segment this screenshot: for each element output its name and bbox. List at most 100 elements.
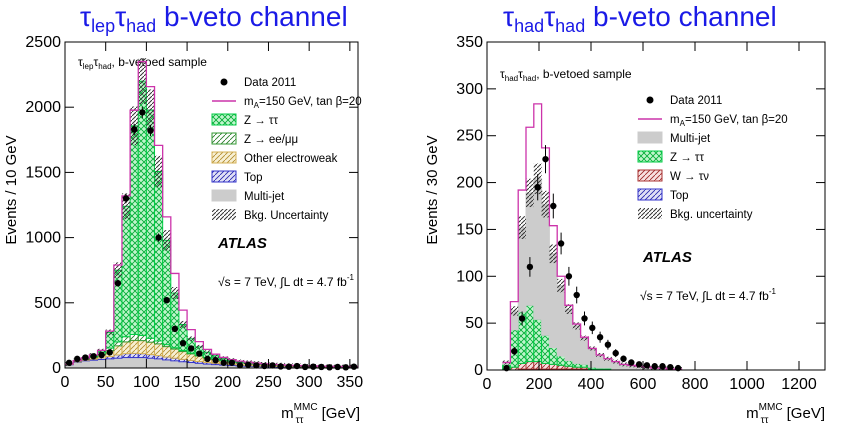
bar — [114, 346, 122, 355]
bar — [549, 254, 557, 348]
y-tick-label: 2000 — [25, 99, 61, 116]
bar — [155, 344, 163, 356]
data-point — [302, 364, 308, 370]
bar — [114, 342, 122, 346]
chart-right: τhadτhad b-veto channel Events / 30 GeV … — [425, 0, 850, 433]
data-point — [558, 240, 564, 246]
x-tick-label: 350 — [337, 374, 364, 391]
legend-label: Multi-jet — [244, 191, 285, 203]
bar — [138, 341, 146, 354]
bar — [138, 81, 146, 335]
bar — [163, 360, 171, 368]
y-tick-label: 2500 — [25, 34, 61, 51]
plot-area — [503, 104, 682, 371]
legend-swatch — [212, 133, 236, 144]
data-point — [628, 359, 634, 365]
chart-right-svg: τhadτhad b-veto channel Events / 30 GeV … — [425, 0, 850, 433]
uncertainty-band — [187, 336, 195, 341]
bar — [81, 361, 89, 368]
legend-label: Bkg. Uncertainty — [244, 210, 329, 222]
data-point — [535, 184, 541, 190]
x-tick-label: 150 — [174, 374, 201, 391]
legend-label: Data 2011 — [670, 95, 722, 107]
y-axis-label: Events / 10 GeV — [3, 135, 20, 244]
x-tick-label: 50 — [97, 374, 115, 391]
data-point — [519, 315, 525, 321]
y-tick-label: 300 — [456, 81, 483, 98]
legend-marker — [647, 97, 654, 104]
y-tick-label: 0 — [52, 360, 61, 377]
data-point — [90, 353, 96, 359]
data-point — [131, 126, 137, 132]
legend-label: Top — [244, 172, 263, 184]
uncertainty-band — [163, 230, 171, 250]
data-point — [115, 280, 121, 286]
bar — [549, 364, 557, 369]
data-point — [620, 356, 626, 362]
y-tick-label: 500 — [34, 295, 61, 312]
data-point — [139, 109, 145, 115]
bar — [122, 337, 130, 342]
data-point — [644, 362, 650, 368]
y-tick-label: 350 — [456, 34, 483, 51]
y-tick-label: 250 — [456, 128, 483, 145]
bar — [138, 335, 146, 340]
bar — [146, 342, 154, 354]
data-point — [636, 361, 642, 367]
bar — [526, 362, 534, 369]
data-point — [605, 341, 611, 347]
legend-swatch — [638, 189, 662, 200]
bar — [171, 361, 179, 368]
legend-label: mA=150 GeV, tan β=20 — [244, 96, 362, 110]
bar — [557, 286, 565, 356]
data-point — [172, 326, 178, 332]
atlas-label: ATLAS — [217, 235, 267, 252]
energy-label: √s = 7 TeV, ∫L dt = 4.7 fb-1 — [218, 273, 355, 289]
y-tick-label: 0 — [474, 362, 483, 379]
bar — [122, 358, 130, 368]
uncertainty-band — [526, 179, 534, 207]
data-point — [511, 348, 517, 354]
legend-label: W → τν — [670, 171, 709, 183]
chart-left: τlepτhad b-veto channel Events / 10 GeV … — [0, 0, 425, 433]
data-point — [550, 203, 556, 209]
data-point — [310, 363, 316, 369]
bar — [195, 363, 203, 368]
bar — [212, 365, 220, 368]
legend-swatch — [638, 170, 662, 181]
bar — [163, 240, 171, 344]
data-point — [82, 354, 88, 360]
bar — [122, 354, 130, 358]
bar — [171, 349, 179, 358]
legend-swatch — [638, 208, 662, 219]
bar — [130, 340, 138, 353]
bar — [526, 305, 534, 361]
data-point — [164, 297, 170, 303]
bar — [138, 354, 146, 358]
y-axis-label: Events / 30 GeV — [425, 135, 441, 244]
bar — [542, 363, 550, 369]
data-point — [542, 156, 548, 162]
data-point — [155, 234, 161, 240]
uncertainty-band — [557, 279, 565, 292]
data-point — [589, 325, 595, 331]
legend-swatch — [212, 209, 236, 220]
uncertainty-band — [195, 345, 203, 349]
bar — [565, 361, 573, 367]
x-tick-label: 0 — [61, 374, 70, 391]
x-tick-label: 100 — [133, 374, 160, 391]
bar — [581, 338, 589, 364]
y-tick-label: 50 — [465, 315, 483, 332]
x-tick-label: 0 — [483, 376, 492, 393]
legend-swatch — [212, 171, 236, 182]
data-point — [351, 363, 357, 369]
bar — [542, 335, 550, 363]
bar — [565, 309, 573, 361]
uncertainty-band — [171, 287, 179, 299]
x-tick-label: 1000 — [729, 376, 765, 393]
uncertainty-band — [203, 350, 211, 354]
chart-title: τhadτhad b-veto channel — [503, 1, 777, 36]
data-point — [147, 127, 153, 133]
x-tick-label: 250 — [255, 374, 282, 391]
